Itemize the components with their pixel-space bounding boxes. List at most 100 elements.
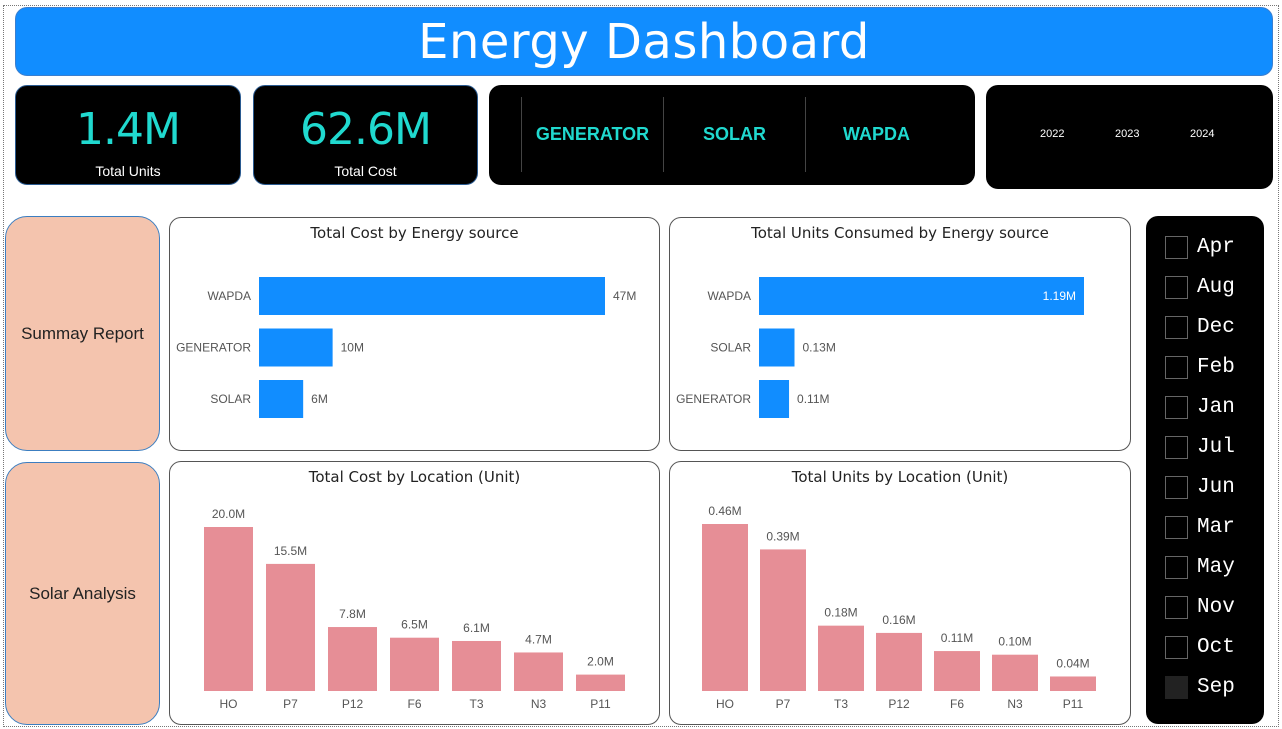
nav-button-label: Summay Report [21, 323, 144, 343]
bar [759, 380, 790, 418]
data-label: 6M [311, 392, 328, 406]
category-label: SOLAR [710, 341, 751, 355]
kpi-value: 1.4M [76, 104, 181, 155]
month-option-mar[interactable]: Mar [1165, 514, 1235, 540]
month-label: Mar [1197, 515, 1235, 539]
checkbox[interactable] [1165, 475, 1188, 499]
source-option-label: GENERATOR [535, 124, 650, 144]
chart-title: Total Units by Location (Unit) [791, 468, 1009, 486]
month-label: Aug [1197, 275, 1235, 299]
month-option-sep[interactable]: Sep [1165, 674, 1235, 700]
month-slicer: Apr Aug Dec Feb Jan Jul Jun Mar May Nov Oct Sep [1146, 216, 1264, 724]
data-label: 6.1M [463, 621, 490, 635]
category-label: WAPDA [707, 289, 751, 303]
data-label: 1.19M [1043, 289, 1076, 303]
energy-source-slicer: GENERATOR SOLAR WAPDA [489, 85, 975, 185]
report-canvas [3, 5, 1279, 727]
bar [702, 524, 748, 691]
data-label: 15.5M [274, 544, 307, 558]
month-option-jan[interactable]: Jan [1165, 394, 1235, 420]
bar [328, 627, 377, 691]
data-label: 2.0M [587, 655, 614, 669]
month-label: Feb [1197, 355, 1235, 379]
month-option-jun[interactable]: Jun [1165, 474, 1235, 500]
bar [934, 651, 980, 691]
bar [760, 549, 806, 691]
category-label: P7 [283, 697, 298, 711]
bar [259, 277, 605, 315]
checkbox[interactable] [1165, 355, 1188, 379]
checkbox[interactable] [1165, 595, 1188, 619]
month-label: Dec [1197, 315, 1235, 339]
data-label: 0.11M [797, 392, 829, 406]
source-option-label: WAPDA [843, 124, 910, 144]
category-label: P7 [776, 697, 791, 711]
bar [818, 625, 864, 691]
month-option-nov[interactable]: Nov [1165, 594, 1235, 620]
data-label: 7.8M [339, 607, 366, 621]
data-label: 0.04M [1056, 656, 1089, 670]
bar [452, 640, 501, 691]
bar [259, 328, 333, 367]
checkbox[interactable] [1165, 275, 1188, 299]
category-label: N3 [1007, 697, 1023, 711]
chart-plot-area: WAPDA 47M GENERATOR 10M SOLAR 6M [176, 277, 636, 418]
source-option-solar[interactable]: SOLAR [663, 97, 805, 172]
source-option-label: SOLAR [703, 124, 766, 144]
month-option-dec[interactable]: Dec [1165, 314, 1235, 340]
year-option-2024[interactable]: 2024 [1190, 128, 1215, 140]
source-option-wapda[interactable]: WAPDA [805, 97, 947, 172]
data-label: 4.7M [525, 632, 552, 646]
dashboard-title: Energy Dashboard [418, 13, 870, 70]
kpi-label: Total Cost [334, 163, 397, 179]
bar [514, 652, 563, 691]
checkbox[interactable] [1165, 555, 1188, 579]
checkbox[interactable] [1165, 515, 1188, 539]
nav-button-label: Solar Analysis [29, 583, 136, 603]
bar [759, 277, 1084, 315]
nav-button-solar-analysis[interactable]: Solar Analysis [5, 462, 160, 725]
checkbox[interactable] [1165, 675, 1188, 699]
category-label: P11 [590, 697, 611, 711]
source-option-generator[interactable]: GENERATOR [521, 97, 663, 172]
data-label: 0.10M [998, 635, 1031, 649]
year-option-2022[interactable]: 2022 [1040, 128, 1065, 140]
checkbox[interactable] [1165, 435, 1188, 459]
data-label: 6.5M [401, 618, 428, 632]
bar [259, 380, 304, 418]
category-label: T3 [469, 697, 483, 711]
checkbox[interactable] [1165, 315, 1188, 339]
month-option-may[interactable]: May [1165, 554, 1235, 580]
chart-units-by-location: Total Units by Location (Unit) 0.46M HO 0.… [669, 461, 1131, 725]
data-label: 0.11M [941, 631, 973, 645]
category-label: T3 [834, 697, 848, 711]
chart-cost-by-source: Total Cost by Energy source WAPDA 47M GENE… [169, 217, 660, 451]
month-label: Jul [1197, 435, 1235, 459]
data-label: 0.18M [824, 606, 857, 620]
category-label: WAPDA [207, 289, 251, 303]
month-option-jul[interactable]: Jul [1165, 434, 1235, 460]
nav-button-summary-report[interactable]: Summay Report [5, 216, 160, 451]
checkbox[interactable] [1165, 635, 1188, 659]
category-label: HO [716, 697, 734, 711]
data-label: 10M [341, 341, 364, 355]
bar [759, 328, 795, 367]
year-option-2023[interactable]: 2023 [1115, 128, 1140, 140]
month-option-aug[interactable]: Aug [1165, 274, 1235, 300]
category-label: P12 [342, 697, 364, 711]
bar [576, 674, 625, 691]
bar [1050, 676, 1096, 691]
month-label: Jun [1197, 475, 1235, 499]
checkbox[interactable] [1165, 235, 1188, 259]
bar [266, 563, 315, 691]
bar [390, 637, 439, 691]
month-label: Nov [1197, 595, 1235, 619]
month-option-feb[interactable]: Feb [1165, 354, 1235, 380]
chart-plot-area: WAPDA 1.19M SOLAR 0.13M GENERATOR 0.11M [676, 277, 1084, 418]
category-label: SOLAR [210, 392, 251, 406]
month-option-oct[interactable]: Oct [1165, 634, 1235, 660]
checkbox[interactable] [1165, 395, 1188, 419]
kpi-card-total-cost: 62.6M Total Cost [253, 85, 478, 185]
month-option-apr[interactable]: Apr [1165, 234, 1235, 260]
bar [876, 632, 922, 691]
